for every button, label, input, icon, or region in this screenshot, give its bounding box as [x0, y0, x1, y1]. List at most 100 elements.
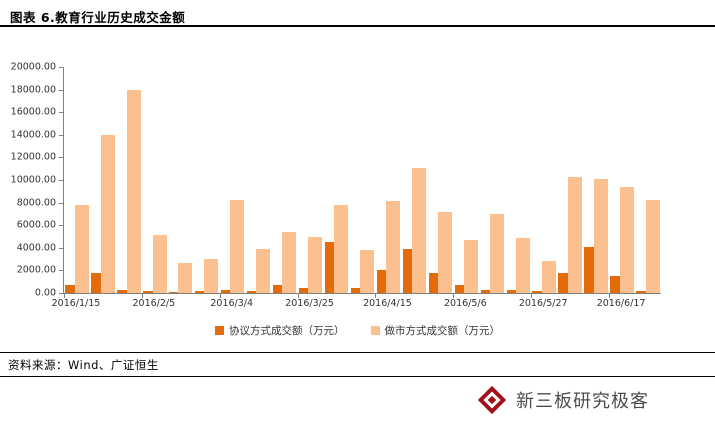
bar-group: [142, 67, 168, 293]
bar-protocol-trade: [428, 272, 438, 293]
bar-protocol-trade: [91, 272, 101, 293]
bar-protocol-trade: [221, 290, 231, 293]
bar-group: [272, 67, 298, 293]
y-axis: 20000.00 18000.00 16000.00 14000.00 12000.00…: [0, 62, 58, 299]
y-tick-label: 14000.00: [10, 129, 56, 141]
source-bar: 资料来源：Wind、广证恒生: [0, 352, 715, 377]
bar-protocol-trade: [480, 290, 490, 293]
bar-protocol-trade: [532, 291, 542, 293]
bar-market-making-trade: [489, 213, 504, 293]
bar-protocol-trade: [246, 291, 257, 293]
bar-market-making-trade: [567, 176, 582, 293]
bar-market-making-trade: [204, 259, 219, 293]
bar-market-making-trade: [308, 236, 323, 293]
bar-protocol-trade: [506, 290, 516, 293]
brand-logo-icon: [477, 385, 507, 415]
legend-label: 协议方式成交额（万元）: [229, 325, 345, 337]
x-tick-mark: [64, 294, 65, 298]
bar-protocol-trade: [195, 291, 205, 293]
bar-market-making-trade: [256, 248, 271, 293]
y-tick-label: 20000.00: [10, 61, 56, 73]
y-tick-label: 18000.00: [10, 84, 56, 96]
legend-swatch-icon: [370, 326, 380, 335]
y-tick-mark: [59, 293, 63, 294]
legend-swatch-icon: [215, 326, 224, 335]
plot-area: [59, 67, 661, 298]
y-tick-mark: [59, 225, 63, 227]
bar-group: [194, 67, 220, 293]
y-tick-mark: [59, 67, 63, 68]
bar-group: [324, 67, 350, 293]
x-tick-label: 2016/6/17: [596, 298, 646, 309]
x-tick-label: 2016/1/15: [51, 298, 101, 309]
y-tick-mark: [59, 89, 63, 91]
bar-protocol-trade: [65, 285, 75, 293]
bar-protocol-trade: [454, 284, 464, 293]
bar-group: [505, 67, 531, 293]
x-tick-label: 2016/4/15: [363, 298, 412, 309]
bar-group: [479, 67, 505, 293]
bar-market-making-trade: [541, 261, 556, 293]
y-tick-label: 4000.00: [16, 242, 56, 254]
source-label: 资料来源：Wind、广证恒生: [8, 358, 159, 372]
x-tick-label: 2016/2/5: [132, 298, 176, 309]
x-tick-mark: [453, 294, 455, 298]
bar-group: [90, 67, 116, 293]
bar-group: [349, 67, 375, 293]
bar-group: [64, 67, 90, 293]
bar-market-making-trade: [437, 211, 452, 293]
y-tick-mark: [59, 134, 63, 136]
y-tick-mark: [59, 157, 63, 159]
chart-title-bar: 图表 6.教育行业历史成交金额: [0, 0, 715, 27]
chart-title: 图表 6.教育行业历史成交金额: [10, 10, 186, 25]
bar-protocol-trade: [636, 291, 646, 293]
bar-market-making-trade: [152, 235, 167, 293]
bar-protocol-trade: [117, 290, 127, 293]
bar-market-making-trade: [230, 200, 245, 293]
y-tick-mark: [59, 270, 63, 272]
legend-label: 做市方式成交额（万元）: [384, 325, 501, 337]
bar-market-making-trade: [412, 167, 427, 293]
x-tick-mark: [531, 294, 533, 298]
bar-protocol-trade: [272, 285, 283, 293]
bar-market-making-trade: [74, 204, 89, 293]
x-tick-mark: [141, 294, 143, 298]
bar-group: [557, 67, 583, 293]
brand-name: 新三板研究极客: [516, 391, 649, 412]
bar-market-making-trade: [100, 134, 115, 293]
x-tick-label: 2016/3/25: [285, 298, 334, 309]
x-tick-mark: [609, 294, 611, 298]
y-tick-label: 10000.00: [10, 174, 56, 186]
bar-market-making-trade: [334, 204, 349, 293]
y-tick-mark: [59, 180, 63, 181]
y-tick-label: 16000.00: [10, 106, 56, 118]
x-tick-label: 2016/5/27: [518, 298, 568, 309]
bars: [64, 67, 661, 293]
y-tick-mark: [59, 202, 63, 204]
bar-protocol-trade: [298, 287, 309, 293]
bar-group: [298, 67, 324, 293]
bar-market-making-trade: [126, 89, 141, 293]
bar-protocol-trade: [376, 270, 387, 293]
x-tick-mark: [375, 294, 377, 298]
x-tick-mark: [219, 294, 221, 298]
y-tick-label: 2000.00: [16, 264, 56, 276]
bar-market-making-trade: [593, 178, 608, 293]
bar-group: [609, 67, 635, 293]
bar-market-making-trade: [463, 239, 478, 293]
bar-group: [401, 67, 427, 293]
legend: 协议方式成交额（万元） 做市方式成交额（万元）: [0, 323, 715, 338]
bar-group: [116, 67, 142, 293]
bar-protocol-trade: [584, 246, 594, 293]
legend-item: 做市方式成交额（万元）: [370, 323, 501, 338]
x-axis: 2016/1/15 2016/2/5 2016/3/4 2016/3/25 2016/4…: [52, 298, 660, 312]
bar-market-making-trade: [515, 237, 530, 293]
brand-row: 新三板研究极客: [477, 384, 649, 416]
bar-protocol-trade: [350, 287, 361, 293]
bar-market-making-trade: [645, 200, 660, 293]
y-tick-label: 8000.00: [16, 197, 56, 209]
bar-chart: 20000.00 18000.00 16000.00 14000.00 12000.00…: [0, 30, 715, 348]
y-tick-label: 12000.00: [10, 151, 56, 163]
bar-group: [583, 67, 609, 293]
